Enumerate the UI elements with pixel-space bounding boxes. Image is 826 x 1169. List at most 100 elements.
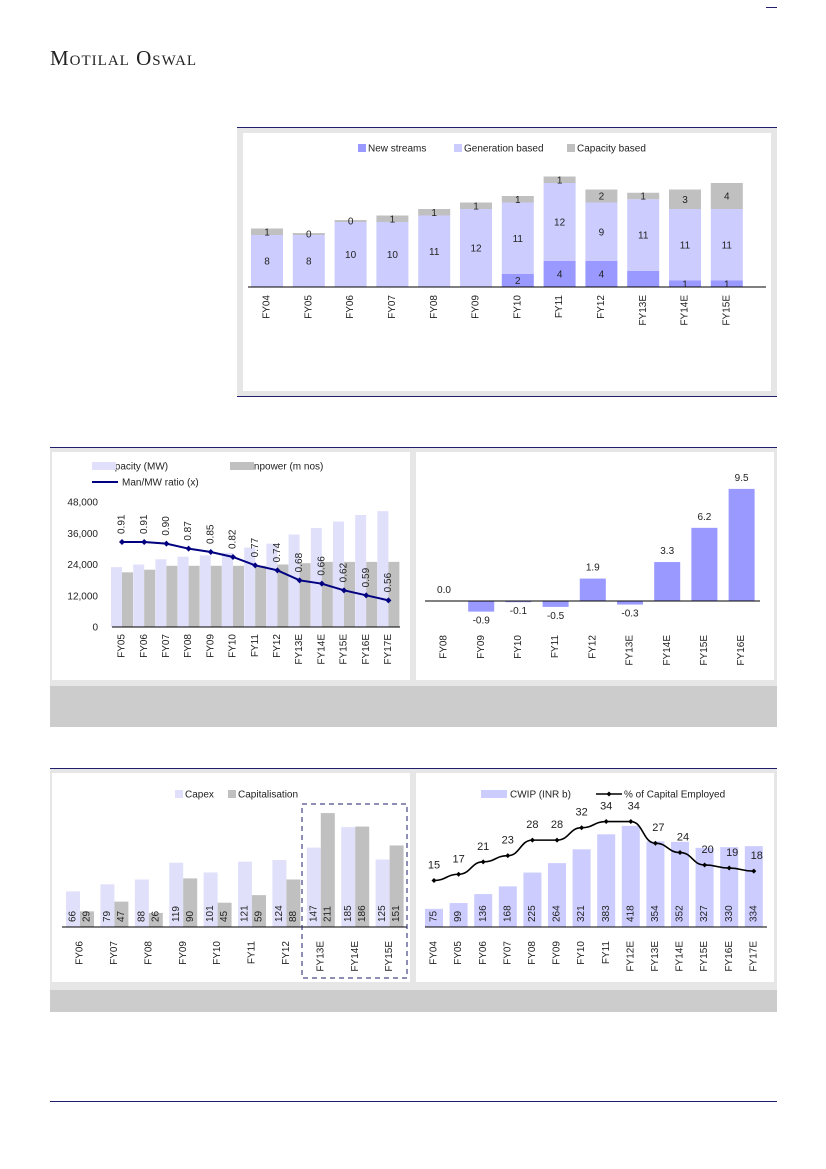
bar-manpower <box>299 563 311 627</box>
y-tick-label: 12,000 <box>67 591 98 602</box>
line-marker <box>119 539 125 545</box>
data-label: 99 <box>453 910 464 922</box>
line-marker <box>207 549 214 555</box>
chart-panel <box>416 773 774 982</box>
x-tick-label: FY05 <box>453 941 464 965</box>
bar-capacity-based <box>376 215 409 222</box>
bar-generation-based <box>585 202 618 261</box>
line-marker <box>726 865 732 871</box>
line-marker <box>603 819 609 825</box>
line-pct-capital-employed <box>433 820 754 882</box>
legend-label: Man/MW ratio (x) <box>122 478 199 489</box>
bar-new-streams <box>627 270 660 287</box>
x-tick-label: FY08 <box>143 941 154 965</box>
bar-generation-based <box>669 209 701 281</box>
y-tick-label: 36,000 <box>67 529 98 540</box>
bar-capacity-based <box>627 192 660 200</box>
data-label: 3.3 <box>660 546 674 557</box>
data-label: 383 <box>601 905 612 922</box>
bar-capitalisation <box>252 895 266 927</box>
data-label: 11 <box>429 247 440 258</box>
legend-swatch <box>175 790 183 798</box>
section-rule <box>50 768 777 769</box>
data-label: 1 <box>431 208 437 219</box>
data-label: 330 <box>724 905 735 922</box>
data-label: 147 <box>308 905 319 922</box>
x-tick-label: FY15E <box>699 941 710 972</box>
data-label: 101 <box>205 905 216 922</box>
data-label: 124 <box>274 905 285 922</box>
data-label: 1 <box>682 279 688 290</box>
bar-manpower <box>188 565 200 627</box>
line-marker <box>456 871 462 877</box>
x-tick-label: FY12 <box>596 295 607 319</box>
x-tick-label: FY07 <box>387 295 398 319</box>
data-label: 334 <box>748 905 759 922</box>
line-marker <box>230 554 236 560</box>
x-tick-label: FY14E <box>680 295 691 326</box>
data-label: 0.82 <box>228 529 239 549</box>
data-label: 0.90 <box>161 516 172 536</box>
data-label: 186 <box>357 905 368 922</box>
line-marker <box>628 819 634 825</box>
data-label: 12 <box>554 218 566 229</box>
bar-cwip <box>646 841 665 927</box>
line-marker <box>554 837 560 843</box>
data-label: 264 <box>552 905 563 922</box>
x-tick-label: FY08 <box>429 295 440 319</box>
bar-generation-based <box>334 222 367 287</box>
legend-swatch <box>92 462 116 470</box>
data-label: 211 <box>322 906 333 922</box>
x-tick-label: FY13E <box>638 295 649 326</box>
bar <box>542 601 569 607</box>
x-tick-label: FY09 <box>552 941 563 965</box>
bar-capacity <box>355 515 367 627</box>
bar-cwip <box>449 903 468 927</box>
x-tick-label: FY06 <box>75 941 86 965</box>
bar-manpower <box>210 565 222 627</box>
legend-label: New streams <box>368 144 426 155</box>
bar-cwip <box>621 825 640 927</box>
data-label: 0 <box>306 230 312 241</box>
data-label: 23 <box>502 835 514 847</box>
bar-cwip <box>548 863 566 927</box>
line-marker <box>252 562 259 569</box>
data-label: 0.66 <box>316 556 327 576</box>
x-tick-label: FY10 <box>513 635 524 659</box>
legend-label: Capex <box>185 790 214 801</box>
data-label: 168 <box>502 905 513 922</box>
bar-new-streams <box>543 261 576 287</box>
line-marker <box>385 597 392 604</box>
bar-capacity-based <box>710 183 743 209</box>
bar-capitalisation <box>80 911 94 927</box>
bar <box>579 578 606 601</box>
bar-manpower <box>166 565 178 627</box>
bar-manpower <box>233 565 244 627</box>
x-tick-label: FY05 <box>303 295 314 319</box>
x-tick-label: FY10 <box>228 634 239 658</box>
x-tick-label: FY10 <box>576 941 587 965</box>
data-label: 121 <box>240 905 251 922</box>
bar-capacity <box>222 552 233 627</box>
data-label: 1 <box>390 214 396 225</box>
bar-capacity <box>288 534 300 627</box>
bar-capitalisation <box>217 902 232 927</box>
data-label: 2 <box>599 192 605 203</box>
x-tick-label: FY11 <box>247 941 258 965</box>
bar-cwip <box>744 846 763 927</box>
bar-capex <box>375 859 390 927</box>
data-label: 1.9 <box>586 563 600 574</box>
data-label: 0.77 <box>250 537 261 557</box>
x-tick-label: FY12 <box>272 634 283 658</box>
bar-generation-based <box>460 209 492 287</box>
bar-capitalisation <box>320 813 335 927</box>
line-marker <box>431 877 437 883</box>
line-marker <box>318 580 325 587</box>
data-label: 8 <box>264 257 270 268</box>
bar <box>691 527 718 601</box>
data-label: 17 <box>452 853 464 865</box>
bar-capacity-based <box>460 202 492 209</box>
x-tick-label: FY11 <box>550 635 561 659</box>
bar-capacity-based <box>292 233 325 235</box>
bar-new-streams <box>501 274 534 287</box>
